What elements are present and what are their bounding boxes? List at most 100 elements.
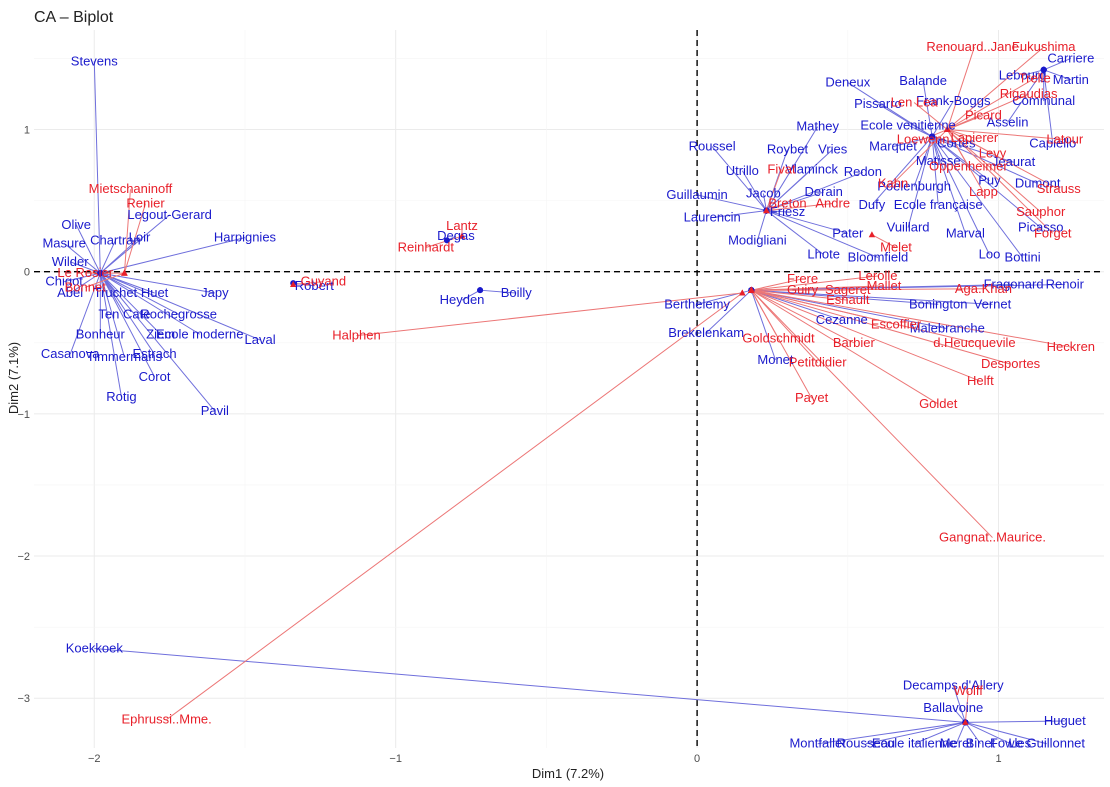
connector-line bbox=[765, 126, 819, 211]
connector-line bbox=[947, 129, 975, 139]
column-label: Melet bbox=[880, 240, 912, 255]
connector-line bbox=[64, 272, 101, 283]
connector-line bbox=[907, 136, 933, 228]
biplot-arrows bbox=[63, 46, 1072, 745]
connector-line bbox=[63, 242, 101, 274]
connector-line bbox=[99, 273, 122, 397]
column-label: Lapp bbox=[969, 184, 998, 199]
connector-line bbox=[964, 691, 969, 723]
column-label: Barbier bbox=[833, 335, 876, 350]
row-label: Guillaumin bbox=[666, 187, 727, 202]
row-label: Malebranche bbox=[910, 321, 985, 336]
row-label: Cezanne bbox=[816, 312, 868, 327]
row-label: Chigot bbox=[45, 274, 83, 289]
connector-line bbox=[69, 261, 101, 274]
column-label: Aga.Khan bbox=[955, 281, 1012, 296]
connector-line bbox=[85, 272, 125, 288]
row-label: Le Guillonnet bbox=[1008, 736, 1085, 751]
connector-line bbox=[947, 129, 1060, 190]
connector-line bbox=[1022, 69, 1044, 76]
column-label: Goldschmidt bbox=[742, 331, 815, 346]
row-label: Fowles bbox=[990, 736, 1032, 751]
column-label: Heckren bbox=[1047, 339, 1095, 354]
row-label: Jeaurat bbox=[992, 154, 1036, 169]
column-label: Breton bbox=[768, 195, 806, 210]
row-label: Ecole française bbox=[894, 197, 983, 212]
connector-line bbox=[947, 129, 1065, 140]
column-label: Bonnet bbox=[65, 279, 107, 294]
row-label: Modigliani bbox=[728, 232, 787, 247]
x-tick-label: −2 bbox=[88, 753, 101, 765]
row-label: Brekelenkam bbox=[668, 325, 744, 340]
connector-line bbox=[913, 721, 966, 745]
connector-line bbox=[99, 214, 170, 274]
connector-line bbox=[817, 721, 966, 745]
row-label: Huguet bbox=[1044, 713, 1086, 728]
row-label: Legout-Gerard bbox=[127, 207, 212, 222]
row-label: Vlaminck bbox=[785, 161, 838, 176]
column-label: Loewenn bbox=[897, 131, 950, 146]
connector-line bbox=[1007, 69, 1045, 123]
row-label: Pater bbox=[832, 225, 864, 240]
column-label: Kahn bbox=[878, 176, 908, 191]
row-label: Laval bbox=[245, 332, 276, 347]
row-label: Martin bbox=[1053, 72, 1089, 87]
y-tick-label: 0 bbox=[24, 267, 30, 279]
connector-line bbox=[751, 275, 878, 291]
connector-line bbox=[931, 136, 1042, 229]
column-label: Fivat bbox=[767, 161, 796, 176]
row-label: Ecole venitienne bbox=[860, 117, 955, 132]
column-label: Petitdidier bbox=[789, 355, 847, 370]
row-label: Berthelemy bbox=[664, 296, 730, 311]
row-label: Rochegrosse bbox=[140, 306, 217, 321]
row-label: Laurencin bbox=[684, 210, 741, 225]
reference-lines bbox=[34, 30, 1104, 748]
row-point bbox=[929, 133, 936, 140]
row-label: Marquet bbox=[869, 139, 917, 154]
connector-line bbox=[99, 272, 216, 412]
column-label: Lerolle bbox=[858, 268, 897, 283]
connector-line bbox=[766, 210, 824, 256]
column-label: Ephrussi..Mme. bbox=[121, 712, 211, 727]
connector-line bbox=[751, 289, 981, 382]
connector-line bbox=[751, 288, 984, 291]
column-label: Sauphor bbox=[1016, 204, 1066, 219]
connector-line bbox=[1043, 69, 1054, 144]
connector-line bbox=[99, 272, 161, 335]
column-label: Payet bbox=[795, 390, 829, 405]
column-label: Mallet bbox=[867, 278, 902, 293]
row-label: Bottini bbox=[1005, 249, 1041, 264]
row-label: Huet bbox=[141, 285, 169, 300]
connector-line bbox=[751, 289, 1071, 348]
row-label: Japy bbox=[201, 285, 229, 300]
y-axis-title: Dim2 (7.1%) bbox=[6, 342, 21, 414]
column-label: Renier bbox=[126, 195, 165, 210]
connector-line bbox=[99, 272, 125, 358]
connector-line bbox=[69, 272, 101, 294]
connector-line bbox=[947, 93, 1029, 130]
x-axis-title: Dim1 (7.2%) bbox=[532, 766, 604, 781]
row-label: Friesz bbox=[770, 204, 805, 219]
row-label: Robert bbox=[295, 278, 334, 293]
connector-line bbox=[952, 685, 966, 723]
connector-line bbox=[69, 272, 101, 355]
row-label: Loir bbox=[129, 230, 151, 245]
connector-line bbox=[751, 289, 939, 305]
row-label: Boilly bbox=[501, 285, 533, 300]
connector-line bbox=[750, 289, 993, 538]
connector-line bbox=[356, 292, 743, 337]
connector-line bbox=[100, 272, 201, 335]
column-label: Gangnat..Maurice. bbox=[939, 530, 1046, 545]
row-label: Dumont bbox=[1015, 176, 1061, 191]
column-label: Latour bbox=[1046, 131, 1084, 146]
row-label: Abel bbox=[57, 285, 83, 300]
connector-line bbox=[913, 102, 948, 130]
row-label: Fragonard bbox=[984, 276, 1044, 291]
connector-line bbox=[931, 136, 990, 255]
chart-title: CA – Biplot bbox=[34, 9, 114, 26]
connector-line bbox=[94, 647, 966, 723]
connector-line bbox=[461, 289, 481, 301]
row-label: Capiello bbox=[1029, 136, 1076, 151]
row-label: Monet bbox=[757, 352, 794, 367]
